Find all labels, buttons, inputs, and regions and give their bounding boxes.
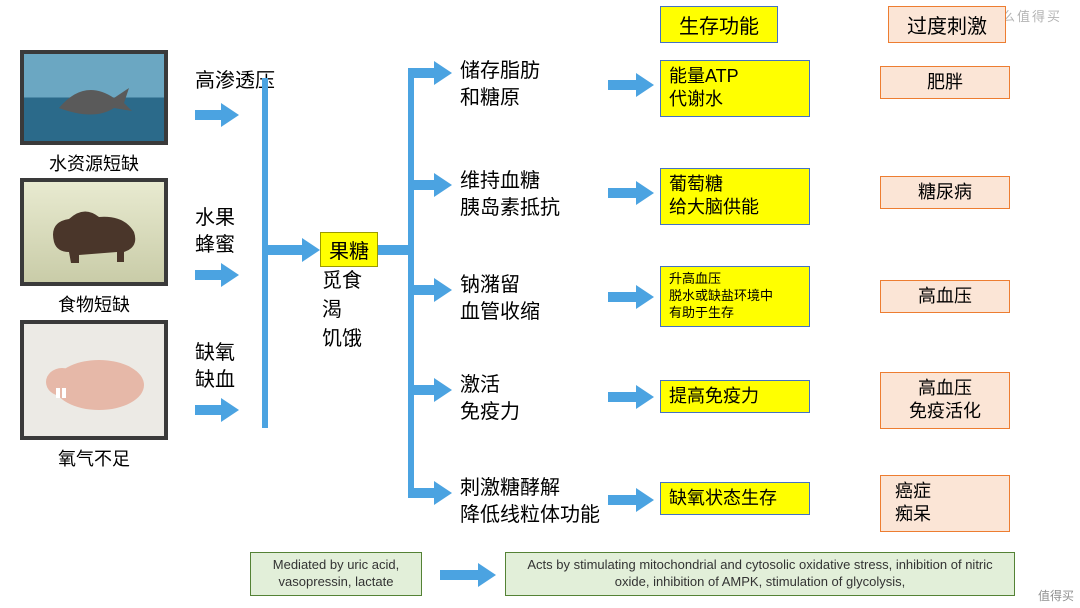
trigger-ischemia: 缺血: [195, 367, 235, 394]
disease-4: 高血压 免疫活化: [880, 372, 1010, 429]
label-molerat: 氧气不足: [20, 445, 168, 471]
effect-1a: 储存脂肪: [460, 58, 540, 85]
image-whale: [20, 50, 168, 145]
survival-2: 葡萄糖 给大脑供能: [660, 168, 810, 225]
survival-3: 升高血压 脱水或缺盐环境中 有助于生存: [660, 266, 810, 327]
label-whale: 水资源短缺: [20, 150, 168, 176]
text-thirst: 渴: [322, 297, 342, 324]
disease-4b: 免疫活化: [891, 400, 999, 423]
image-molerat: [20, 320, 168, 440]
bottom-right-box: Acts by stimulating mitochondrial and cy…: [505, 552, 1015, 596]
disease-5b: 痴呆: [895, 503, 999, 526]
effect-5a: 刺激糖酵解: [460, 475, 560, 502]
effect-5b: 降低线粒体功能: [460, 502, 600, 529]
disease-3: 高血压: [880, 280, 1010, 313]
survival-1: 能量ATP 代谢水: [660, 60, 810, 117]
header-overstim: 过度刺激: [888, 6, 1006, 43]
bottom-left-box: Mediated by uric acid, vasopressin, lact…: [250, 552, 422, 596]
label-bear: 食物短缺: [20, 291, 168, 317]
disease-4a: 高血压: [891, 377, 999, 400]
text-forage: 觅食: [322, 268, 362, 295]
survival-3b: 脱水或缺盐环境中: [669, 288, 801, 305]
vbar-right: [408, 68, 414, 494]
survival-3c: 有助于生存: [669, 305, 801, 322]
header-survival: 生存功能: [660, 6, 778, 43]
disease-2: 糖尿病: [880, 176, 1010, 209]
disease-5: 癌症 痴呆: [880, 475, 1010, 532]
effect-3b: 血管收缩: [460, 299, 540, 326]
trigger-hypoxia: 缺氧: [195, 340, 235, 367]
watermark-corner: 值得买: [1038, 587, 1074, 604]
effect-4a: 激活: [460, 372, 500, 399]
effect-2b: 胰岛素抵抗: [460, 195, 560, 222]
effect-2a: 维持血糖: [460, 168, 540, 195]
survival-2a: 葡萄糖: [669, 173, 801, 196]
box-fructose: 果糖: [320, 232, 378, 267]
survival-2b: 给大脑供能: [669, 196, 801, 219]
survival-1b: 代谢水: [669, 88, 801, 111]
effect-4b: 免疫力: [460, 399, 520, 426]
survival-3a: 升高血压: [669, 271, 801, 288]
effect-3a: 钠潴留: [460, 272, 520, 299]
disease-1: 肥胖: [880, 66, 1010, 99]
survival-4: 提高免疫力: [660, 380, 810, 413]
trigger-fruit: 水果: [195, 205, 235, 232]
disease-5a: 癌症: [895, 480, 999, 503]
trigger-honey: 蜂蜜: [195, 232, 235, 259]
image-bear: [20, 178, 168, 286]
effect-1b: 和糖原: [460, 85, 520, 112]
survival-1a: 能量ATP: [669, 65, 801, 88]
survival-5: 缺氧状态生存: [660, 482, 810, 515]
text-hunger: 饥饿: [322, 326, 362, 353]
